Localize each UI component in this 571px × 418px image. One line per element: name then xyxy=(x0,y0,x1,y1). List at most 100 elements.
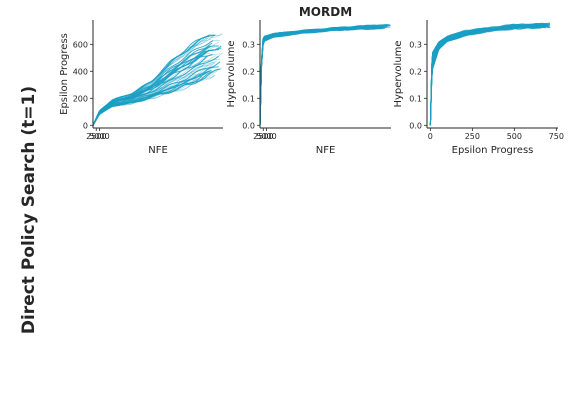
seed-line xyxy=(260,25,380,126)
seed-line xyxy=(260,24,378,126)
seed-line xyxy=(260,26,382,126)
x-tick-label: 250 xyxy=(465,132,480,141)
seed-line xyxy=(260,24,383,126)
seed-line xyxy=(260,26,383,126)
seed-line xyxy=(93,34,210,126)
seed-line xyxy=(260,25,377,126)
seed-line xyxy=(260,25,379,126)
seed-line xyxy=(260,25,385,126)
seed-line xyxy=(260,25,386,126)
y-tick-label: 0.0 xyxy=(242,121,255,130)
seed-line xyxy=(260,25,381,126)
seed-line xyxy=(93,68,221,126)
y-tick-label: 0.1 xyxy=(242,94,255,103)
seed-line xyxy=(260,25,386,126)
seed-line xyxy=(93,66,214,126)
seed-line xyxy=(93,34,211,126)
y-tick-label: 0.2 xyxy=(242,67,255,76)
series-lines xyxy=(93,33,223,126)
seed-line xyxy=(260,25,383,126)
series-lines xyxy=(260,24,391,126)
seed-line xyxy=(260,25,376,126)
y-tick-label: 0.3 xyxy=(409,40,422,49)
seed-line xyxy=(93,74,216,126)
x-tick-label: 500 xyxy=(507,132,522,141)
seed-line xyxy=(260,24,384,126)
seed-line xyxy=(93,53,212,126)
seed-line xyxy=(260,24,386,126)
seed-line xyxy=(260,25,379,126)
seed-line xyxy=(93,42,219,126)
seed-line xyxy=(260,26,377,126)
x-axis-label: Epsilon Progress xyxy=(452,145,534,156)
row-label: Direct Policy Search (t=1) xyxy=(19,86,39,334)
seed-line xyxy=(93,40,214,126)
x-axis-label: NFE xyxy=(316,145,336,156)
seed-line xyxy=(260,25,387,126)
seed-line xyxy=(260,25,378,126)
y-axis-label: Hypervolume xyxy=(393,40,404,107)
y-tick-label: 600 xyxy=(73,40,88,49)
seed-line xyxy=(430,24,551,126)
seed-line xyxy=(93,46,215,126)
seed-line xyxy=(260,25,379,126)
x-tick-label: 0 xyxy=(428,132,433,141)
seed-line xyxy=(260,25,385,126)
seed-line xyxy=(93,55,208,126)
seed-line xyxy=(260,24,380,126)
seed-line xyxy=(260,25,379,126)
seed-line xyxy=(260,24,389,126)
seed-line xyxy=(260,24,387,126)
y-tick-label: 0.3 xyxy=(242,40,255,49)
y-tick-label: 200 xyxy=(73,94,88,103)
seed-line xyxy=(260,25,381,126)
seed-line xyxy=(93,34,216,126)
seed-line xyxy=(429,23,550,126)
seed-line xyxy=(260,25,386,126)
seed-line xyxy=(260,25,391,126)
seed-line xyxy=(260,24,390,126)
seed-line xyxy=(93,33,223,126)
seed-line xyxy=(260,25,390,126)
seed-line xyxy=(260,26,377,126)
seed-line xyxy=(260,25,377,126)
seed-line xyxy=(260,24,383,126)
seed-line xyxy=(260,24,386,126)
seed-line xyxy=(260,26,380,126)
x-tick-label: 2500 xyxy=(253,132,273,141)
y-axis-label: Epsilon Progress xyxy=(59,33,70,115)
y-axis-label: Hypervolume xyxy=(226,40,237,107)
x-tick-label: 750 xyxy=(549,132,564,141)
seed-line xyxy=(93,61,221,126)
y-tick-label: 0.2 xyxy=(409,67,422,76)
y-tick-label: 0.0 xyxy=(409,121,422,130)
seed-line xyxy=(430,24,546,126)
seed-line xyxy=(260,24,387,126)
seed-line xyxy=(93,49,219,126)
seed-line xyxy=(260,24,389,126)
seed-line xyxy=(260,24,391,126)
seed-line xyxy=(93,70,210,126)
seed-line xyxy=(430,23,549,126)
x-axis-label: NFE xyxy=(148,145,168,156)
seed-line xyxy=(260,25,391,126)
x-tick-label: 5000 xyxy=(256,132,276,141)
y-tick-label: 400 xyxy=(73,67,88,76)
y-tick-label: 0.1 xyxy=(409,94,422,103)
seed-line xyxy=(93,62,214,126)
seed-line xyxy=(260,25,382,126)
x-tick-label: 5000 xyxy=(89,132,109,141)
seed-line xyxy=(93,45,211,126)
seed-line xyxy=(430,25,544,126)
seed-line xyxy=(93,55,216,126)
seed-line xyxy=(260,25,383,126)
seed-line xyxy=(260,25,379,126)
seed-line xyxy=(260,25,387,126)
x-tick-label: 2500 xyxy=(86,132,106,141)
seed-line xyxy=(260,24,391,126)
seed-line xyxy=(260,25,380,126)
panel-hypervolume-vs-epsilon: 0.0 0.1 0.2 0.3 0 250 500 750 Epsilon Progress Hy… xyxy=(393,20,564,156)
y-tick-label: 0 xyxy=(83,121,88,130)
